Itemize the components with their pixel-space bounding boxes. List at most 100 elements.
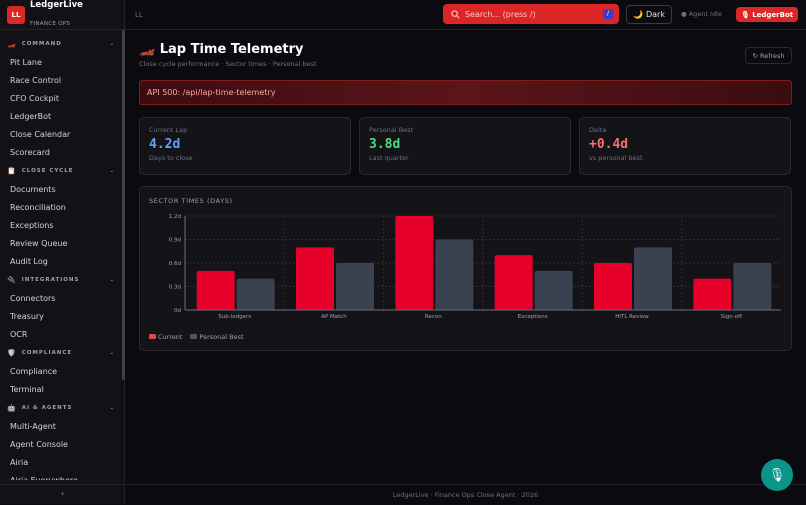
stat-label: Delta: [589, 126, 607, 134]
stat-label: Personal Best: [369, 126, 414, 134]
brand-tagline: FINANCE OPS: [30, 21, 71, 27]
stat-sub: Last quarter: [369, 154, 409, 162]
theme-toggle-button[interactable]: 🌙 Dark: [626, 5, 672, 24]
section-title: AI & AGENTS: [21, 404, 73, 411]
collapse-sidebar-button[interactable]: ‹: [0, 484, 125, 504]
ledgerbot-button[interactable]: 🎙 LedgerBot: [736, 7, 798, 22]
section-title: COMMAND: [21, 40, 62, 47]
sidebar-section-2[interactable]: 🔌 INTEGRATIONS ⌄: [0, 270, 124, 289]
sidebar-item[interactable]: Audit Log: [10, 256, 48, 266]
legend-personal-best: Personal Best: [190, 333, 244, 341]
sidebar-item[interactable]: Multi-Agent: [10, 421, 56, 431]
sidebar-item[interactable]: Connectors: [10, 293, 56, 303]
bar-current: [196, 270, 235, 310]
sidebar-item[interactable]: Race Control: [10, 75, 62, 85]
bar-current: [693, 278, 732, 310]
sidebar-section-0[interactable]: 🏎️ COMMAND ⌄: [0, 34, 124, 53]
microphone-icon: 🎙: [768, 467, 786, 483]
sidebar-item[interactable]: Pit Lane: [10, 57, 42, 67]
sidebar-item[interactable]: Reconciliation: [10, 202, 66, 212]
bar-current: [296, 247, 334, 310]
y-tick-label: 0.9d: [169, 238, 181, 244]
sidebar-section-1[interactable]: 📋 CLOSE CYCLE ⌄: [0, 161, 124, 180]
footer: LedgerLive · Finance Ops Close Agent · 2…: [125, 484, 806, 504]
legend-current: Current: [149, 333, 182, 341]
x-tick-label: Exceptions: [518, 314, 548, 320]
moon-icon: 🌙: [633, 10, 643, 19]
sidebar-item[interactable]: Airia Everywhere: [10, 475, 78, 481]
search-shortcut-key: /: [603, 9, 613, 19]
sidebar-item[interactable]: Documents: [10, 184, 56, 194]
x-tick-label: Sub-ledgers: [218, 314, 251, 320]
theme-label: Dark: [645, 10, 665, 19]
brand[interactable]: LL LedgerLive FINANCE OPS: [0, 0, 124, 30]
x-tick-label: Recon: [425, 314, 442, 320]
sidebar-item[interactable]: CFO Cockpit: [10, 93, 59, 103]
clipboard-icon: 📋: [7, 166, 17, 175]
robot-icon: 🤖: [7, 403, 17, 412]
stat-sub: Days to close: [149, 154, 193, 162]
stat-value: +0.4d: [589, 137, 629, 152]
x-tick-label: HITL Review: [615, 314, 649, 320]
sidebar-nav: 🏎️ COMMAND ⌄ Pit Lane Race Control CFO Cockpi…: [0, 30, 124, 481]
sidebar-item[interactable]: Close Calendar: [10, 129, 71, 139]
voice-mic-button[interactable]: 🎙: [761, 459, 793, 491]
search-placeholder: Search... (press /): [465, 9, 536, 19]
chevron-down-icon: ⌄: [109, 349, 115, 356]
x-tick-label: AP Match: [321, 314, 347, 320]
sidebar-item[interactable]: Treasury: [10, 311, 44, 321]
sidebar-item[interactable]: Agent Console: [10, 439, 68, 449]
logo: LL: [7, 5, 25, 24]
stat-card: Current Lap 4.2d Days to close: [139, 117, 351, 175]
chart-legend: Current Personal Best: [149, 333, 244, 341]
sidebar-item[interactable]: Review Queue: [10, 238, 68, 248]
stat-value: 3.8d: [369, 137, 401, 152]
x-tick-label: Sign-off: [721, 314, 742, 320]
sidebar: LL LedgerLive FINANCE OPS 🏎️ COMMAND ⌄ Pit L…: [0, 0, 125, 504]
bar-personal-best: [336, 263, 374, 310]
bar-personal-best: [236, 278, 275, 310]
sidebar-item[interactable]: Scorecard: [10, 147, 50, 157]
chart-plot: 0d 0.3d 0.6d 0.9d 1.2d Sub-ledgers AP Match Rec…: [169, 214, 781, 320]
section-title: INTEGRATIONS: [21, 276, 80, 283]
agent-status: ● Agent Idle: [681, 10, 722, 18]
race-car-icon: 🏎️: [7, 39, 17, 48]
sidebar-item[interactable]: Airia: [10, 457, 29, 467]
section-title: COMPLIANCE: [21, 349, 73, 356]
sidebar-item[interactable]: Exceptions: [10, 220, 54, 230]
refresh-button[interactable]: ↻ Refresh: [745, 47, 792, 64]
bar-current: [395, 216, 434, 310]
stat-card: Delta +0.4d vs personal best: [579, 117, 791, 175]
chevron-down-icon: ⌄: [109, 276, 115, 283]
bar-personal-best: [634, 247, 672, 310]
bar-personal-best: [733, 263, 772, 310]
shield-icon: 🛡️: [7, 348, 17, 357]
brand-name: LedgerLive: [30, 0, 83, 10]
page-title: 🏎️ Lap Time Telemetry: [139, 42, 304, 57]
stat-label: Current Lap: [149, 126, 188, 134]
y-tick-label: 0d: [174, 308, 181, 314]
stat-sub: vs personal best: [589, 154, 643, 162]
chevron-down-icon: ⌄: [109, 40, 115, 47]
race-car-icon: 🏎️: [139, 42, 156, 57]
section-title: CLOSE CYCLE: [21, 167, 74, 174]
breadcrumb: LL: [135, 10, 143, 19]
y-tick-label: 0.6d: [169, 261, 181, 267]
stat-card: Personal Best 3.8d Last quarter: [359, 117, 571, 175]
bar-personal-best: [435, 239, 474, 310]
sector-times-chart: SECTOR TIMES (DAYS) 0d 0.3d 0.6d 0.9d 1.2d Su…: [139, 186, 792, 351]
sidebar-item[interactable]: Compliance: [10, 366, 58, 376]
bar-current: [494, 255, 533, 310]
sidebar-item[interactable]: OCR: [10, 329, 28, 339]
sidebar-item[interactable]: LedgerBot: [10, 111, 52, 121]
bar-current: [594, 263, 632, 310]
sidebar-item[interactable]: Terminal: [10, 384, 44, 394]
search-input[interactable]: Search... (press /) /: [443, 4, 619, 24]
y-tick-label: 0.3d: [169, 285, 181, 291]
chevron-down-icon: ⌄: [109, 167, 115, 174]
sidebar-scrollbar[interactable]: [122, 30, 125, 380]
bar-personal-best: [534, 270, 573, 310]
sidebar-section-3[interactable]: 🛡️ COMPLIANCE ⌄: [0, 343, 124, 362]
page-subtitle: Close cycle performance · Sector times ·…: [139, 60, 317, 68]
sidebar-section-4[interactable]: 🤖 AI & AGENTS ⌄: [0, 398, 124, 417]
